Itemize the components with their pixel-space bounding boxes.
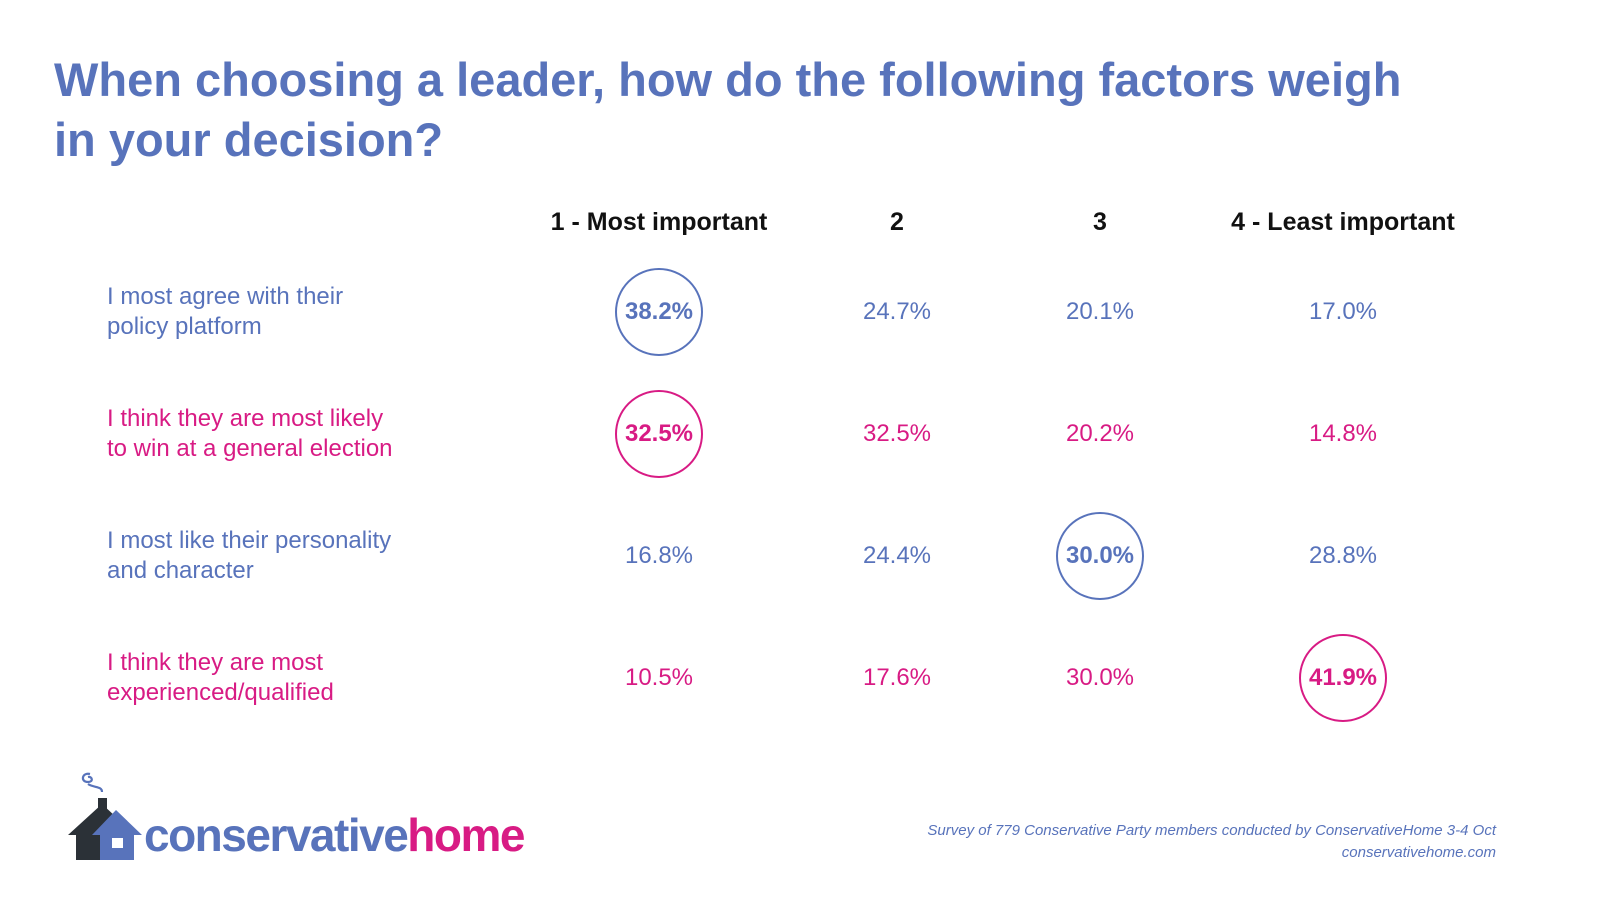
row-label-line: I think they are most likely — [107, 405, 384, 432]
value-cell: 10.5% — [624, 664, 694, 691]
row-label-line: I most like their personality — [107, 527, 392, 554]
value-cell: 17.6% — [862, 664, 932, 691]
logo-wordmark[interactable]: conservativehome — [144, 808, 525, 862]
value-cell: 30.0% — [1065, 664, 1135, 691]
value-cell: 17.0% — [1308, 298, 1378, 325]
value-cell: 20.1% — [1065, 298, 1135, 325]
survey-note: Survey of 779 Conservative Party members… — [927, 822, 1496, 839]
row-label-line: and character — [107, 557, 254, 584]
row-label-line: policy platform — [107, 313, 262, 340]
highlight-circle — [615, 390, 703, 478]
logo-text-conservative: conservative — [144, 809, 409, 861]
row-label-line: I think they are most — [107, 649, 324, 676]
row-label-line: experienced/qualified — [107, 679, 334, 706]
value-cell: 24.7% — [862, 298, 932, 325]
value-cell-highlighted: 38.2% — [624, 298, 694, 325]
row-label: I most agree with their policy platform — [107, 282, 467, 342]
value-cell: 28.8% — [1308, 542, 1378, 569]
row-label-line: I most agree with their — [107, 283, 344, 310]
value-cell-highlighted: 30.0% — [1065, 542, 1135, 569]
value-cell: 20.2% — [1065, 420, 1135, 447]
highlight-circle — [1299, 634, 1387, 722]
value-cell: 32.5% — [862, 420, 932, 447]
row-label-line: to win at a general election — [107, 435, 393, 462]
conservativehome-logo — [68, 770, 148, 870]
column-header: 1 - Most important — [550, 208, 768, 236]
source-url[interactable]: conservativehome.com — [1341, 844, 1496, 861]
value-cell-highlighted: 32.5% — [624, 420, 694, 447]
chart-title: When choosing a leader, how do the follo… — [54, 53, 1402, 166]
value-cell: 16.8% — [624, 542, 694, 569]
highlight-circle — [615, 268, 703, 356]
row-label: I think they are most experienced/qualifi… — [107, 648, 467, 708]
value-cell: 24.4% — [862, 542, 932, 569]
column-header: 2 — [890, 208, 904, 236]
value-cell: 14.8% — [1308, 420, 1378, 447]
row-label: I think they are most likely to win at a … — [107, 404, 467, 464]
house-icon — [68, 772, 142, 860]
highlight-circle — [1056, 512, 1144, 600]
column-header: 4 - Least important — [1231, 208, 1455, 236]
row-label: I most like their personality and charact… — [107, 526, 467, 586]
column-header: 3 — [1093, 208, 1107, 236]
logo-text-home: home — [407, 809, 525, 861]
value-cell-highlighted: 41.9% — [1308, 664, 1378, 691]
